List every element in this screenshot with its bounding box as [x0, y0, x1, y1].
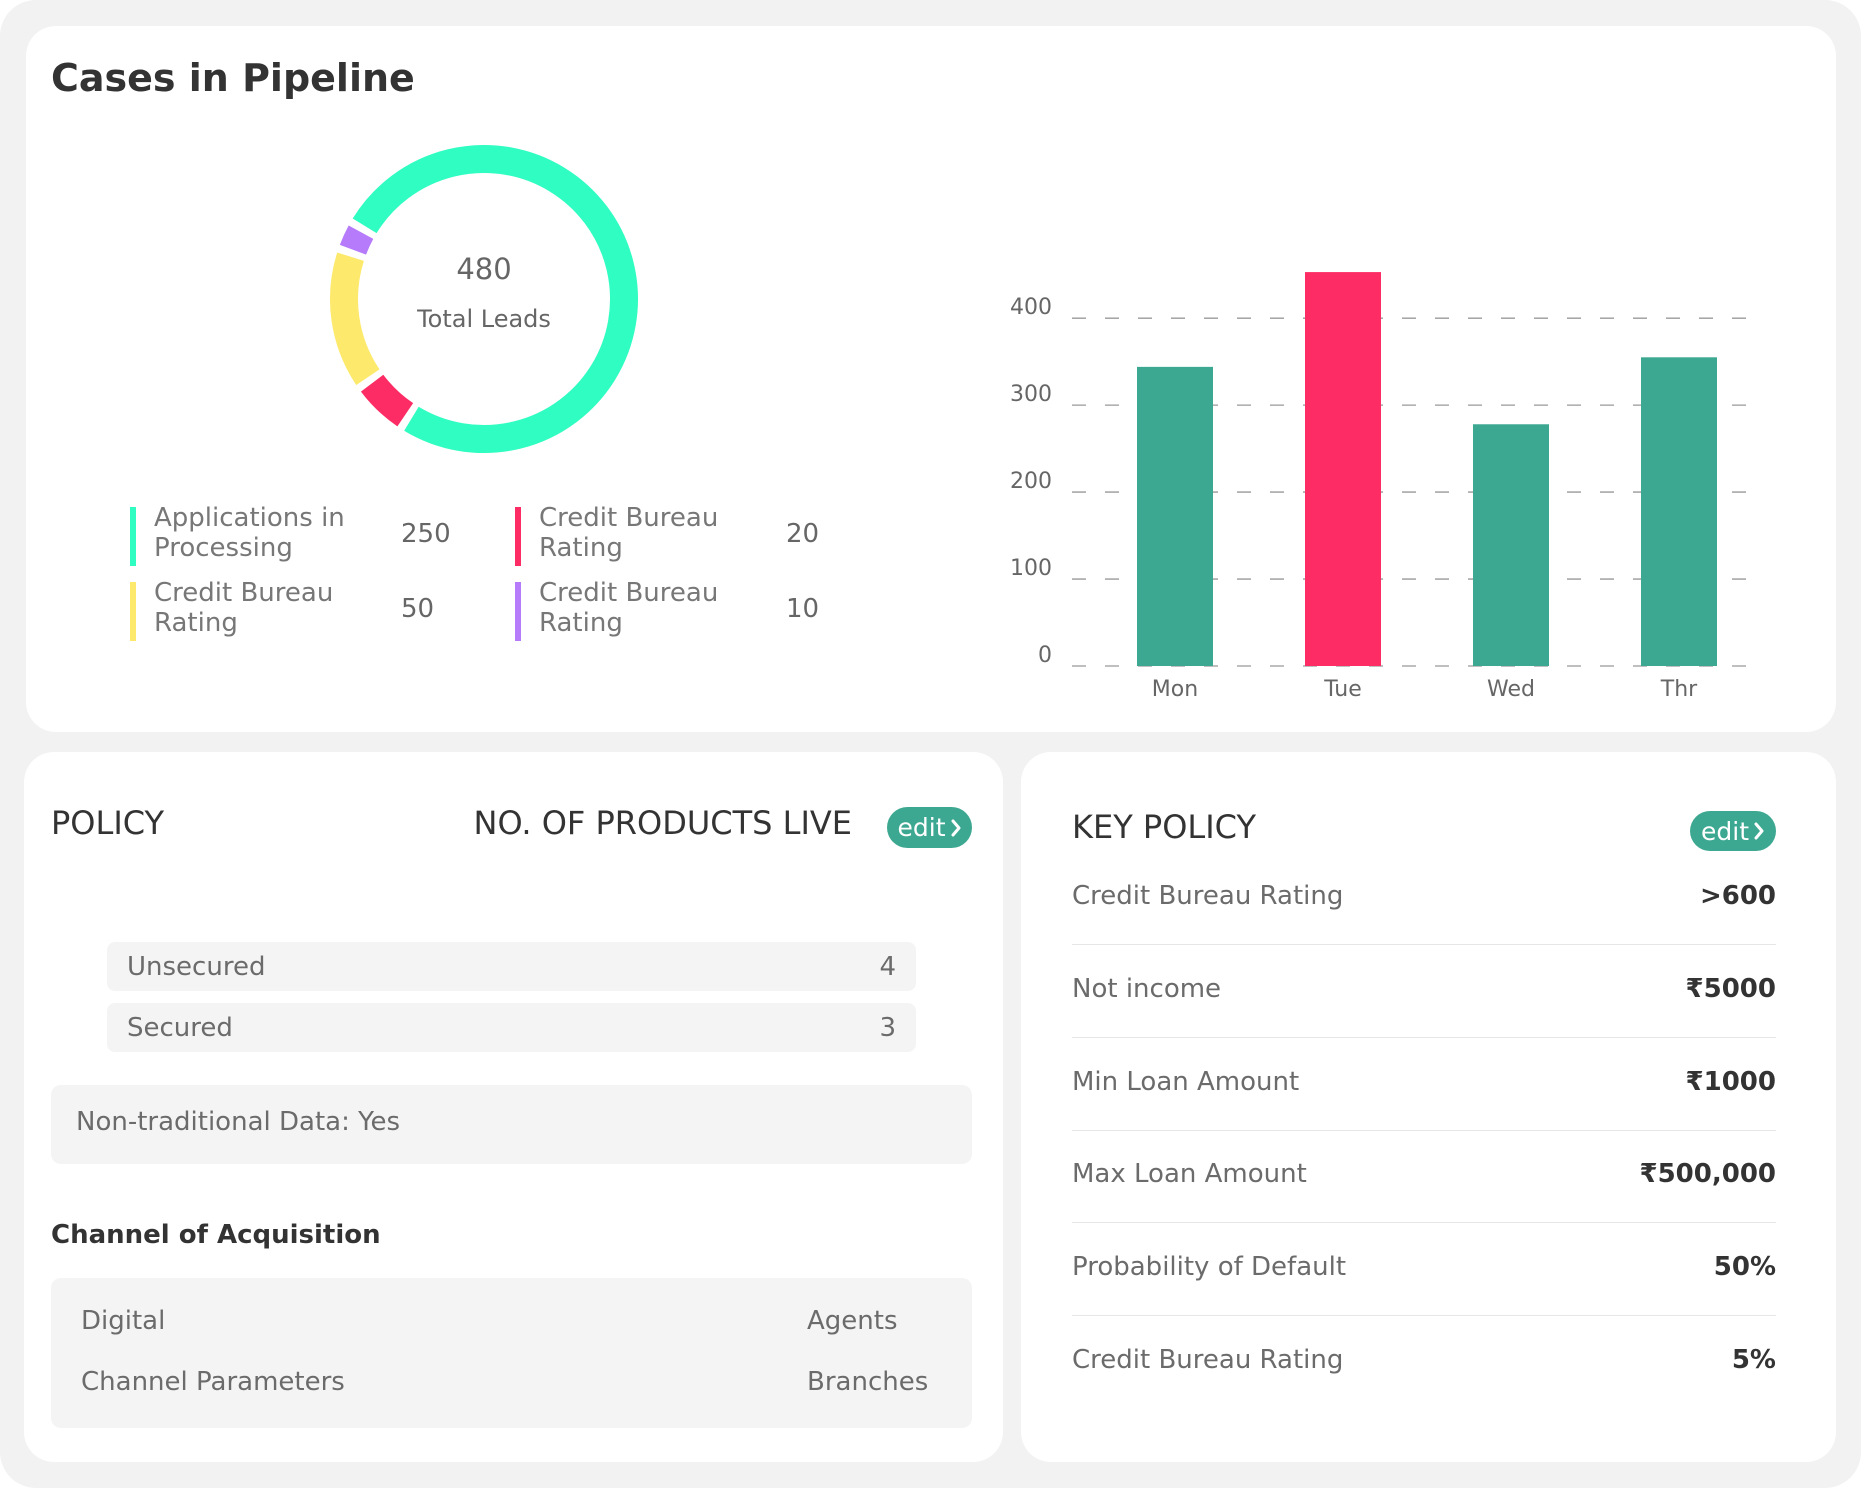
y-tick-label: 200: [1010, 469, 1052, 494]
bar: [1641, 357, 1717, 666]
key-policy-label: Max Loan Amount: [1072, 1159, 1307, 1190]
edit-button[interactable]: edit: [887, 807, 972, 848]
x-tick-label: Tue: [1323, 677, 1362, 702]
donut-segment: [330, 252, 380, 386]
edit-label: edit: [897, 813, 946, 842]
chevron-icon: [951, 819, 960, 836]
legend-value: 50: [401, 594, 435, 624]
channel-box: Digital Agents Channel Parameters Branch…: [51, 1278, 972, 1428]
donut-segment: [360, 374, 414, 427]
legend-swatch: [515, 507, 521, 566]
key-policy-title: KEY POLICY: [1072, 808, 1256, 846]
donut-center-value: 480: [456, 252, 511, 286]
product-count: 4: [879, 952, 896, 982]
product-count: 3: [879, 1013, 896, 1043]
donut-center-label: Total Leads: [416, 305, 551, 333]
key-policy-label: Credit Bureau Rating: [1072, 1345, 1344, 1375]
channel-item: Channel Parameters: [81, 1367, 345, 1397]
charts: 480 Total Leads 0 100 200 300 400 Mon Tue Wed Thr: [330, 145, 1763, 702]
donut-segment: [339, 225, 374, 255]
legend-value: 10: [786, 594, 820, 624]
channel-title: Channel of Acquisition: [51, 1220, 381, 1250]
y-tick-label: 0: [1038, 643, 1052, 668]
product-row: Secured 3: [107, 1003, 916, 1052]
row-divider: [1072, 1222, 1776, 1224]
policy-title: POLICY: [51, 804, 165, 842]
non-traditional-text: Non-traditional Data: Yes: [76, 1107, 401, 1137]
legend-swatch: [515, 582, 521, 641]
key-policy-value: 50%: [1713, 1252, 1776, 1283]
key-policy-value: 5%: [1731, 1345, 1776, 1375]
channel-item: Branches: [807, 1367, 929, 1397]
section-title: Cases in Pipeline: [51, 56, 415, 100]
product-row: Unsecured 4: [107, 942, 916, 991]
legend-label: Credit Bureau Rating: [539, 578, 719, 638]
channel-item: Digital: [81, 1306, 166, 1336]
bar: [1137, 366, 1213, 666]
key-policy-label: Min Loan Amount: [1072, 1066, 1300, 1097]
chevron-icon: [1754, 822, 1764, 840]
x-tick-label: Mon: [1152, 677, 1198, 702]
key-policy-label: Credit Bureau Rating: [1072, 881, 1344, 911]
legend-label: Applications in Processing: [154, 503, 345, 563]
non-traditional-box: Non-traditional Data: Yes: [51, 1085, 972, 1164]
legend-label: Credit Bureau Rating: [539, 503, 719, 563]
key-policy-value: ₹1000: [1685, 1066, 1776, 1097]
legend-swatch: [130, 582, 136, 641]
legend-value: 250: [401, 519, 451, 549]
row-divider: [1072, 1315, 1776, 1317]
key-policy-value: >600: [1699, 881, 1776, 911]
key-policy-label: Not income: [1072, 973, 1222, 1004]
products-title: NO. OF PRODUCTS LIVE: [473, 804, 852, 842]
donut-segment: [352, 145, 638, 453]
edit-button[interactable]: edit: [1690, 811, 1776, 851]
key-policy-value: ₹500,000: [1639, 1159, 1776, 1190]
bar: [1305, 272, 1381, 666]
row-divider: [1072, 944, 1776, 945]
product-name: Unsecured: [127, 952, 266, 982]
key-policy-value: ₹5000: [1685, 973, 1776, 1004]
product-name: Secured: [127, 1013, 233, 1043]
x-tick-label: Wed: [1487, 677, 1535, 702]
channel-item: Agents: [807, 1306, 898, 1336]
y-tick-label: 100: [1010, 556, 1052, 581]
key-policy-card: [1021, 752, 1836, 1462]
y-tick-label: 400: [1010, 295, 1052, 320]
x-tick-label: Thr: [1660, 677, 1698, 702]
legend-swatch: [130, 507, 136, 566]
row-divider: [1072, 1036, 1776, 1038]
legend-label: Credit Bureau Rating: [154, 578, 334, 638]
edit-label: edit: [1701, 816, 1749, 846]
legend-value: 20: [786, 519, 820, 549]
bar: [1473, 424, 1549, 666]
row-divider: [1072, 1129, 1776, 1131]
y-tick-label: 300: [1010, 382, 1052, 407]
key-policy-label: Probability of Default: [1072, 1252, 1347, 1283]
